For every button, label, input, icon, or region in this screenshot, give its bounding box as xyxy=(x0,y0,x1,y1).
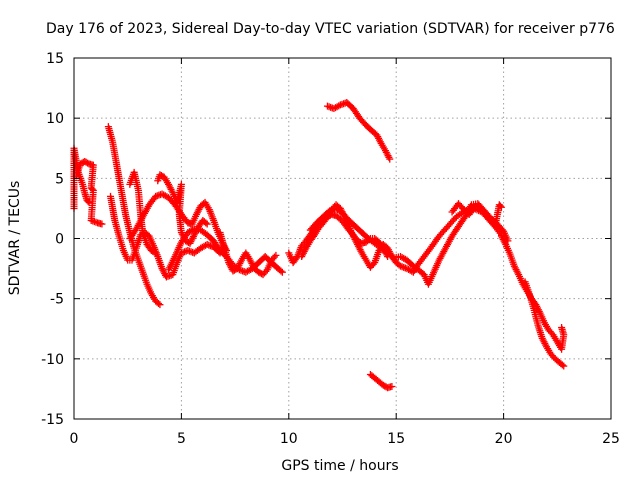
data-point xyxy=(203,220,211,228)
chart-title: Day 176 of 2023, Sidereal Day-to-day VTE… xyxy=(46,21,615,37)
x-axis-label: GPS time / hours xyxy=(281,458,398,474)
data-point-interp xyxy=(88,185,96,193)
data-point-interp xyxy=(270,253,278,261)
data-point xyxy=(558,324,566,332)
x-tick-label: 0 xyxy=(70,431,79,447)
data-point xyxy=(560,362,568,370)
x-tick-label: 25 xyxy=(602,431,620,447)
data-point xyxy=(497,203,505,211)
data-point-interp xyxy=(369,260,377,268)
data-point-interp xyxy=(335,102,343,110)
data-point-interp xyxy=(558,361,566,369)
data-point-interp xyxy=(262,267,270,275)
y-tick-label: -15 xyxy=(41,412,64,428)
data-point-interp xyxy=(154,299,162,307)
data-point xyxy=(388,383,396,391)
data-point xyxy=(152,249,160,257)
y-tick-label: 5 xyxy=(55,171,64,187)
y-tick-label: 15 xyxy=(46,51,64,67)
data-point-interp xyxy=(388,253,396,261)
data-points xyxy=(70,99,568,392)
axis-ticks: 0 5 10 15 20 25 -15 -10 -5 0 5 10 15 xyxy=(41,51,620,447)
y-axis-label: SDTVAR / TECUs xyxy=(7,181,23,296)
x-tick-label: 10 xyxy=(280,431,298,447)
data-point-interp xyxy=(277,267,285,275)
x-tick-label: 5 xyxy=(177,431,186,447)
plot-frame xyxy=(73,57,612,420)
y-tick-label: 0 xyxy=(55,232,64,248)
x-tick-label: 15 xyxy=(387,431,405,447)
y-tick-label: -5 xyxy=(50,292,64,308)
data-point xyxy=(85,198,93,206)
y-tick-label: 10 xyxy=(46,111,64,127)
data-point xyxy=(386,155,394,163)
data-point-interp xyxy=(202,219,210,227)
data-point xyxy=(272,251,280,259)
grid xyxy=(74,58,611,419)
x-tick-label: 20 xyxy=(495,431,513,447)
data-point xyxy=(278,268,286,276)
data-point-interp xyxy=(150,248,158,256)
data-point xyxy=(156,301,164,309)
data-point-interp xyxy=(496,202,504,210)
data-point xyxy=(98,220,106,228)
y-tick-label: -10 xyxy=(41,352,64,368)
